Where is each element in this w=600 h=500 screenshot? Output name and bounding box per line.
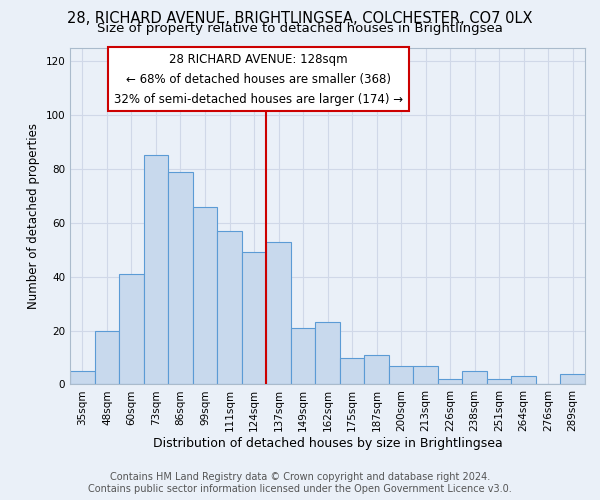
Bar (364, 355, 389, 384)
Bar (217, 231, 242, 384)
Text: Contains HM Land Registry data © Crown copyright and database right 2024.
Contai: Contains HM Land Registry data © Crown c… (88, 472, 512, 494)
Bar (316, 322, 340, 384)
Bar (511, 376, 536, 384)
Bar (340, 358, 364, 384)
Bar (95, 330, 119, 384)
Text: 28 RICHARD AVENUE: 128sqm
← 68% of detached houses are smaller (368)
32% of semi: 28 RICHARD AVENUE: 128sqm ← 68% of detac… (113, 52, 403, 106)
Bar (560, 374, 585, 384)
Bar (463, 371, 487, 384)
Bar (168, 172, 193, 384)
Bar (389, 366, 413, 384)
Bar (242, 252, 266, 384)
Bar (193, 206, 217, 384)
Bar (119, 274, 144, 384)
Bar (70, 371, 95, 384)
Bar (413, 366, 438, 384)
Bar (487, 379, 511, 384)
Text: Size of property relative to detached houses in Brightlingsea: Size of property relative to detached ho… (97, 22, 503, 35)
X-axis label: Distribution of detached houses by size in Brightlingsea: Distribution of detached houses by size … (153, 437, 502, 450)
Text: 28, RICHARD AVENUE, BRIGHTLINGSEA, COLCHESTER, CO7 0LX: 28, RICHARD AVENUE, BRIGHTLINGSEA, COLCH… (67, 11, 533, 26)
Bar (266, 242, 291, 384)
Y-axis label: Number of detached properties: Number of detached properties (27, 123, 40, 309)
Bar (291, 328, 316, 384)
Bar (438, 379, 463, 384)
Bar (144, 156, 168, 384)
